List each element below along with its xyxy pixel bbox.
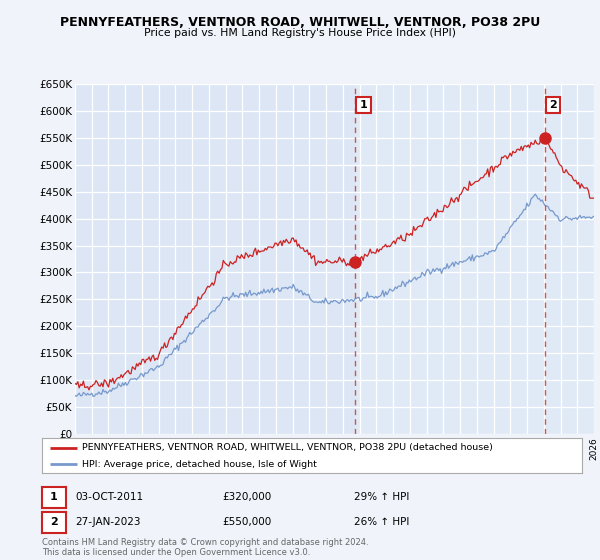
Text: PENNYFEATHERS, VENTNOR ROAD, WHITWELL, VENTNOR, PO38 2PU (detached house): PENNYFEATHERS, VENTNOR ROAD, WHITWELL, V…: [83, 443, 493, 452]
Text: 2: 2: [50, 517, 58, 528]
Text: 27-JAN-2023: 27-JAN-2023: [75, 517, 140, 528]
Text: 2: 2: [549, 100, 557, 110]
Text: HPI: Average price, detached house, Isle of Wight: HPI: Average price, detached house, Isle…: [83, 460, 317, 469]
Text: 1: 1: [359, 100, 367, 110]
Text: 03-OCT-2011: 03-OCT-2011: [75, 492, 143, 502]
Text: £320,000: £320,000: [222, 492, 271, 502]
Text: 1: 1: [50, 492, 58, 502]
Text: Price paid vs. HM Land Registry's House Price Index (HPI): Price paid vs. HM Land Registry's House …: [144, 28, 456, 38]
Text: 26% ↑ HPI: 26% ↑ HPI: [354, 517, 409, 528]
Text: £550,000: £550,000: [222, 517, 271, 528]
Bar: [355, 84, 594, 434]
Text: 29% ↑ HPI: 29% ↑ HPI: [354, 492, 409, 502]
Text: Contains HM Land Registry data © Crown copyright and database right 2024.
This d: Contains HM Land Registry data © Crown c…: [42, 538, 368, 557]
Text: PENNYFEATHERS, VENTNOR ROAD, WHITWELL, VENTNOR, PO38 2PU: PENNYFEATHERS, VENTNOR ROAD, WHITWELL, V…: [60, 16, 540, 29]
